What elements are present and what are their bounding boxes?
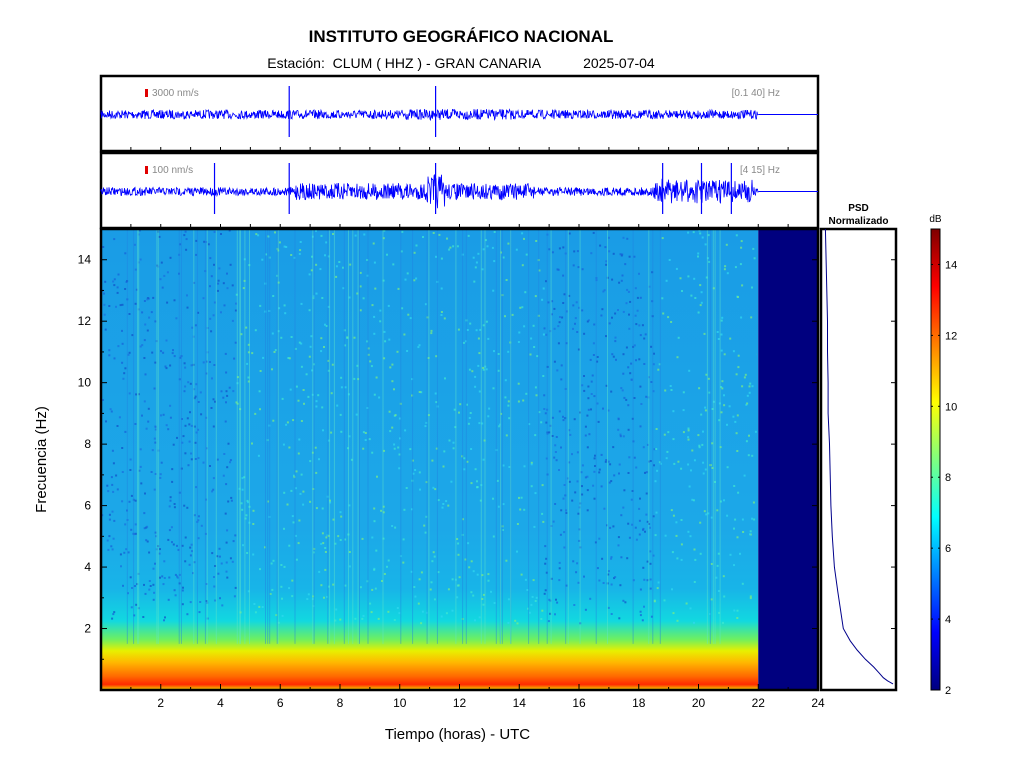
- colorbar-panel: dB 2 4 6 8 10 12 14: [929, 214, 957, 697]
- y-tick-label: 12: [78, 314, 92, 328]
- seismogram-trace: [100, 108, 759, 122]
- colorbar-tick-label: 10: [945, 401, 957, 413]
- spectrogram-texture: [101, 229, 757, 644]
- x-tick-label: 14: [513, 696, 527, 710]
- colorbar-tick-label: 12: [945, 330, 957, 342]
- x-tick-label: 22: [752, 696, 766, 710]
- scale-label: 100 nm/s: [152, 165, 193, 176]
- colorbar-unit: dB: [929, 214, 942, 225]
- station-subtitle: Estación: CLUM ( HHZ ) - GRAN CANARIA 20…: [0, 55, 922, 71]
- y-tick-label: 4: [84, 560, 91, 574]
- seismogram-trace: [100, 174, 759, 209]
- colorbar-tick-label: 14: [945, 259, 957, 271]
- x-tick-label: 20: [692, 696, 706, 710]
- colorbar-tick-label: 6: [945, 543, 951, 555]
- psd-title-line2: Normalizado: [828, 216, 888, 227]
- seismogram-panel-1: 3000 nm/s [0.1 40] Hz: [99, 74, 820, 153]
- y-tick-label: 6: [84, 499, 91, 513]
- date-label: 2025-07-04: [583, 55, 655, 71]
- x-tick-label: 24: [811, 696, 825, 710]
- scale-bar-marker: [145, 166, 148, 174]
- psd-panel: PSD Normalizado: [819, 203, 898, 692]
- x-tick-label: 8: [337, 696, 344, 710]
- chart-title: INSTITUTO GEOGRÁFICO NACIONAL: [308, 27, 614, 46]
- psd-curve: [824, 228, 894, 685]
- x-axis-label: Tiempo (horas) - UTC: [385, 726, 530, 743]
- colorbar-tick-label: 4: [945, 614, 951, 626]
- spectrogram-no-data: [758, 229, 818, 690]
- x-tick-label: 10: [393, 696, 407, 710]
- x-tick-label: 18: [632, 696, 646, 710]
- x-tick-label: 6: [277, 696, 284, 710]
- y-tick-label: 10: [78, 376, 92, 390]
- filter-label: [4 15] Hz: [740, 165, 780, 176]
- scale-bar-marker: [145, 89, 148, 97]
- colorbar-gradient: [930, 228, 941, 691]
- y-tick-label: 2: [84, 622, 91, 636]
- station-label: Estación: CLUM ( HHZ ) - GRAN CANARIA: [267, 55, 541, 71]
- x-tick-label: 4: [217, 696, 224, 710]
- x-tick-label: 16: [572, 696, 586, 710]
- psd-title-line1: PSD: [848, 203, 869, 214]
- x-tick-label: 2: [157, 696, 164, 710]
- colorbar-tick-label: 8: [945, 472, 951, 484]
- colorbar-tick-label: 2: [945, 685, 951, 697]
- filter-label: [0.1 40] Hz: [732, 88, 780, 99]
- psd-frame: [819, 227, 898, 692]
- spectrogram-field: [101, 229, 759, 690]
- y-axis-label: Frecuencia (Hz): [33, 406, 50, 513]
- y-tick-label: 14: [78, 253, 92, 267]
- seismogram-panel-2: 100 nm/s [4 15] Hz: [99, 151, 820, 230]
- scale-label: 3000 nm/s: [152, 88, 199, 99]
- y-tick-label: 8: [84, 437, 91, 451]
- x-tick-label: 12: [453, 696, 467, 710]
